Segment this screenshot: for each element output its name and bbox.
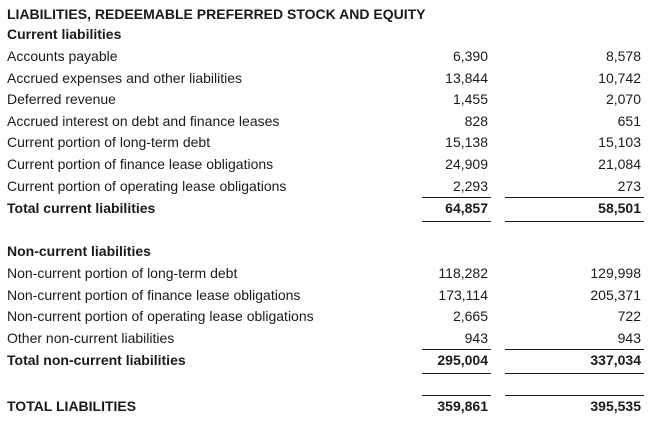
row-value-col2: 722 <box>617 308 641 324</box>
table-row: Accrued interest on debt and finance lea… <box>0 111 648 132</box>
row-value-col1: 1,455 <box>452 91 488 107</box>
row-value-col1: 2,293 <box>452 178 488 194</box>
row-value-col1: 943 <box>464 330 488 346</box>
subtotal-rule-col2 <box>505 197 644 198</box>
total-value-col2: 337,034 <box>590 352 641 368</box>
noncurrent-liabilities-title: Non-current liabilities <box>7 243 151 259</box>
current-liabilities-title: Current liabilities <box>7 26 122 42</box>
row-value-col2: 10,742 <box>598 70 641 86</box>
noncurrent-liabilities-title-row: Non-current liabilities <box>0 241 648 262</box>
table-row: Non-current portion of long-term debt 11… <box>0 263 648 284</box>
subtotal-rule-col1 <box>422 197 491 198</box>
row-label: Accrued interest on debt and finance lea… <box>7 113 280 129</box>
row-label: Non-current portion of finance lease obl… <box>7 287 301 303</box>
row-label: Accrued expenses and other liabilities <box>7 70 243 86</box>
table-row: Other non-current liabilities 943 943 <box>0 328 648 349</box>
row-value-col2: 651 <box>617 113 641 129</box>
total-value-col1: 295,004 <box>437 352 488 368</box>
row-value-col1: 2,665 <box>452 308 488 324</box>
row-label: Current portion of finance lease obligat… <box>7 156 274 172</box>
row-value-col2: 943 <box>617 330 641 346</box>
current-liabilities-title-row: Current liabilities <box>0 24 648 45</box>
row-value-col1: 173,114 <box>438 287 488 303</box>
row-label: Non-current portion of operating lease o… <box>7 308 314 324</box>
row-value-col1: 828 <box>464 113 488 129</box>
total-label: Total non-current liabilities <box>7 352 186 368</box>
subtotal-rule-col2 <box>505 349 644 350</box>
row-value-col1: 13,844 <box>445 70 488 86</box>
total-noncurrent-liabilities-row: Total non-current liabilities 295,004 33… <box>0 350 648 371</box>
row-value-col1: 15,138 <box>445 134 488 150</box>
grand-total-value-col1: 359,861 <box>437 398 488 414</box>
table-row: Current portion of operating lease oblig… <box>0 176 648 197</box>
table-row: Deferred revenue 1,455 2,070 <box>0 89 648 110</box>
grand-total-rule-col2 <box>505 395 644 396</box>
table-row: Accounts payable 6,390 8,578 <box>0 46 648 67</box>
row-value-col2: 273 <box>617 178 641 194</box>
total-value-col1: 64,857 <box>445 200 488 216</box>
table-row: Current portion of long-term debt 15,138… <box>0 132 648 153</box>
total-label: Total current liabilities <box>7 200 156 216</box>
total-rule-col1 <box>422 221 491 222</box>
row-value-col2: 8,578 <box>605 48 641 64</box>
row-label: Current portion of operating lease oblig… <box>7 178 287 194</box>
subtotal-rule-col1 <box>422 349 491 350</box>
table-row: Non-current portion of operating lease o… <box>0 306 648 327</box>
row-label: Non-current portion of long-term debt <box>7 265 238 281</box>
row-value-col1: 6,390 <box>452 48 488 64</box>
grand-total-label: TOTAL LIABILITIES <box>7 398 137 414</box>
row-value-col2: 129,998 <box>590 265 641 281</box>
section-heading: LIABILITIES, REDEEMABLE PREFERRED STOCK … <box>0 4 648 25</box>
grand-total-rule-col1 <box>422 395 491 396</box>
row-value-col2: 15,103 <box>598 134 641 150</box>
row-value-col2: 2,070 <box>605 91 641 107</box>
total-rule-col2 <box>505 373 644 374</box>
table-row: Current portion of finance lease obligat… <box>0 154 648 175</box>
row-value-col1: 24,909 <box>445 156 488 172</box>
row-value-col2: 21,084 <box>598 156 641 172</box>
total-current-liabilities-row: Total current liabilities 64,857 58,501 <box>0 198 648 219</box>
table-row: Accrued expenses and other liabilities 1… <box>0 68 648 89</box>
grand-total-value-col2: 395,535 <box>590 398 641 414</box>
total-liabilities-row: TOTAL LIABILITIES 359,861 395,535 <box>0 396 648 417</box>
row-value-col2: 205,371 <box>590 287 641 303</box>
total-value-col2: 58,501 <box>598 200 641 216</box>
total-rule-col1 <box>422 373 491 374</box>
table-row: Non-current portion of finance lease obl… <box>0 285 648 306</box>
row-label: Other non-current liabilities <box>7 330 175 346</box>
row-label: Deferred revenue <box>7 91 116 107</box>
row-value-col1: 118,282 <box>438 265 488 281</box>
section-heading-text: LIABILITIES, REDEEMABLE PREFERRED STOCK … <box>7 6 426 22</box>
total-rule-col2 <box>505 221 644 222</box>
row-label: Accounts payable <box>7 48 118 64</box>
row-label: Current portion of long-term debt <box>7 134 211 150</box>
